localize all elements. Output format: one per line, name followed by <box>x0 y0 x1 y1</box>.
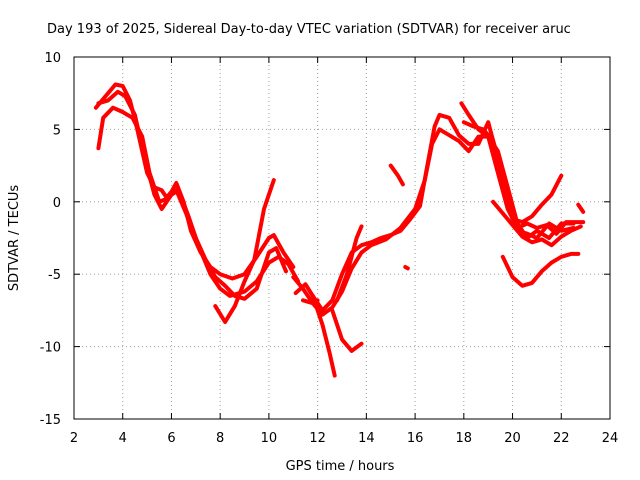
data-series-track-17 <box>576 202 586 214</box>
data-series-track-15 <box>500 251 581 288</box>
data-series-track-4 <box>213 178 276 324</box>
data-series-track-11 <box>388 163 405 187</box>
data-series-track-8 <box>330 308 364 353</box>
y-axis-label: SDTVAR / TECUs <box>7 185 22 292</box>
y-tick-label: -10 <box>40 341 61 356</box>
x-tick-label: 2 <box>70 431 78 446</box>
y-tick-label: 0 <box>53 196 61 211</box>
data-series-track-13 <box>459 101 586 236</box>
data-series-track-7 <box>310 293 337 378</box>
data-series-track-10 <box>335 224 364 303</box>
y-tick-label: -15 <box>40 413 61 428</box>
y-tick-label: -5 <box>48 268 61 283</box>
data-series-track-14 <box>461 120 564 225</box>
x-tick-label: 20 <box>504 431 521 446</box>
axis-ticks <box>73 56 611 420</box>
x-tick-label: 24 <box>602 431 619 446</box>
data-series-layer <box>93 82 586 378</box>
x-tick-label: 6 <box>167 431 175 446</box>
x-tick-label: 10 <box>261 431 278 446</box>
x-axis-label: GPS time / hours <box>286 459 395 474</box>
x-axis-tick-labels: 2 4 6 8 10 12 14 16 18 20 22 24 <box>70 431 618 446</box>
x-tick-label: 4 <box>119 431 127 446</box>
data-series-track-9 <box>291 275 320 306</box>
x-tick-label: 12 <box>309 431 326 446</box>
plot-frame <box>73 56 611 420</box>
y-tick-label: 5 <box>53 123 61 138</box>
gridlines <box>74 57 610 419</box>
chart-title: Day 193 of 2025, Sidereal Day-to-day VTE… <box>47 22 571 37</box>
x-tick-label: 14 <box>358 431 375 446</box>
data-series-track-12 <box>403 265 410 271</box>
data-series-track-16 <box>491 199 583 248</box>
x-tick-label: 18 <box>456 431 473 446</box>
y-axis-tick-labels: 10 5 0 -5 -10 -15 <box>40 51 61 428</box>
x-tick-label: 8 <box>216 431 224 446</box>
x-tick-label: 16 <box>407 431 424 446</box>
data-series-track-3 <box>96 105 288 301</box>
x-tick-label: 22 <box>553 431 570 446</box>
y-tick-label: 10 <box>44 51 61 66</box>
